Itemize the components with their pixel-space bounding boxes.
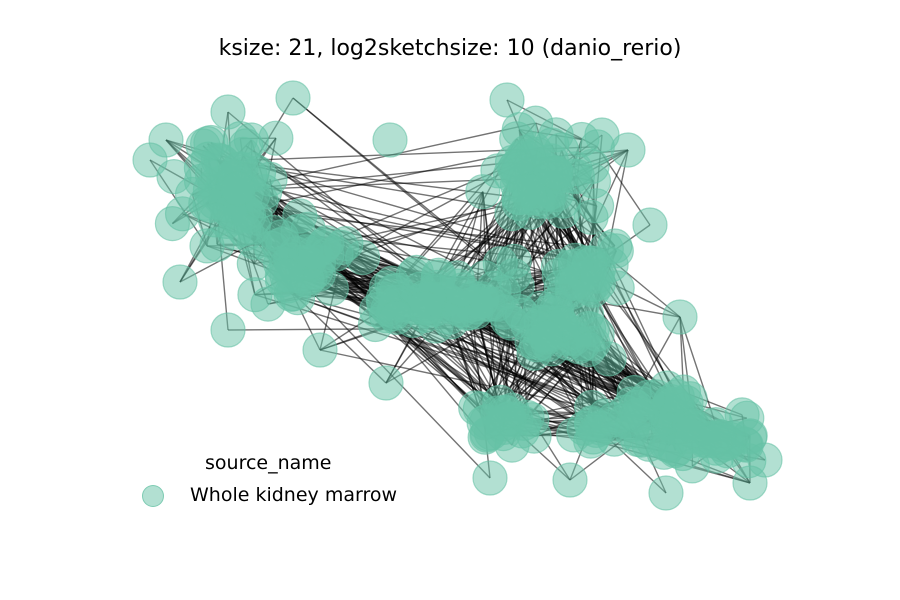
- legend-marker: [142, 485, 164, 507]
- graph-node: [193, 124, 229, 161]
- graph-node: [552, 462, 588, 498]
- legend-label: Whole kidney marrow: [190, 484, 398, 506]
- graph-node: [469, 403, 505, 440]
- graph-node: [210, 94, 246, 130]
- graph-node: [578, 412, 615, 448]
- graph-node: [282, 198, 318, 234]
- graph-node: [528, 319, 565, 355]
- legend-title: source_name: [205, 452, 332, 474]
- graph-node: [269, 258, 305, 294]
- graph-node: [318, 236, 354, 272]
- graph-node: [210, 312, 246, 348]
- graph-node: [302, 332, 338, 368]
- legend-item: Whole kidney marrow: [130, 482, 430, 510]
- graph-node: [313, 270, 349, 307]
- graph-node: [228, 128, 264, 164]
- graph-node: [174, 176, 211, 212]
- graph-node: [368, 365, 404, 401]
- graph-node: [378, 299, 414, 335]
- graph-node: [444, 272, 481, 308]
- graph-node: [162, 264, 198, 300]
- graph-node: [584, 117, 620, 153]
- graph-edge: [679, 316, 717, 425]
- graph-node: [220, 171, 256, 207]
- graph-node: [275, 80, 311, 116]
- node-layer: [132, 80, 783, 511]
- graph-node: [579, 258, 615, 294]
- graph-node: [570, 332, 607, 368]
- graph-node: [489, 82, 525, 118]
- graph-node: [632, 207, 668, 243]
- graph-node: [538, 155, 574, 191]
- graph-node: [511, 172, 547, 208]
- graph-node: [197, 202, 234, 238]
- graph-node: [472, 460, 508, 496]
- chart-title: ksize: 21, log2sketchsize: 10 (danio_rer…: [218, 36, 682, 61]
- graph-node: [619, 397, 655, 433]
- graph-node: [697, 423, 733, 459]
- graph-node: [132, 142, 168, 178]
- graph-node: [648, 475, 684, 511]
- graph-node: [674, 448, 710, 484]
- graph-node: [662, 299, 698, 335]
- graph-node: [372, 122, 408, 158]
- graph-node: [482, 246, 518, 282]
- graph-node: [154, 206, 190, 242]
- graph-node: [465, 174, 501, 210]
- graph-node: [573, 199, 609, 235]
- graph-node: [732, 465, 768, 501]
